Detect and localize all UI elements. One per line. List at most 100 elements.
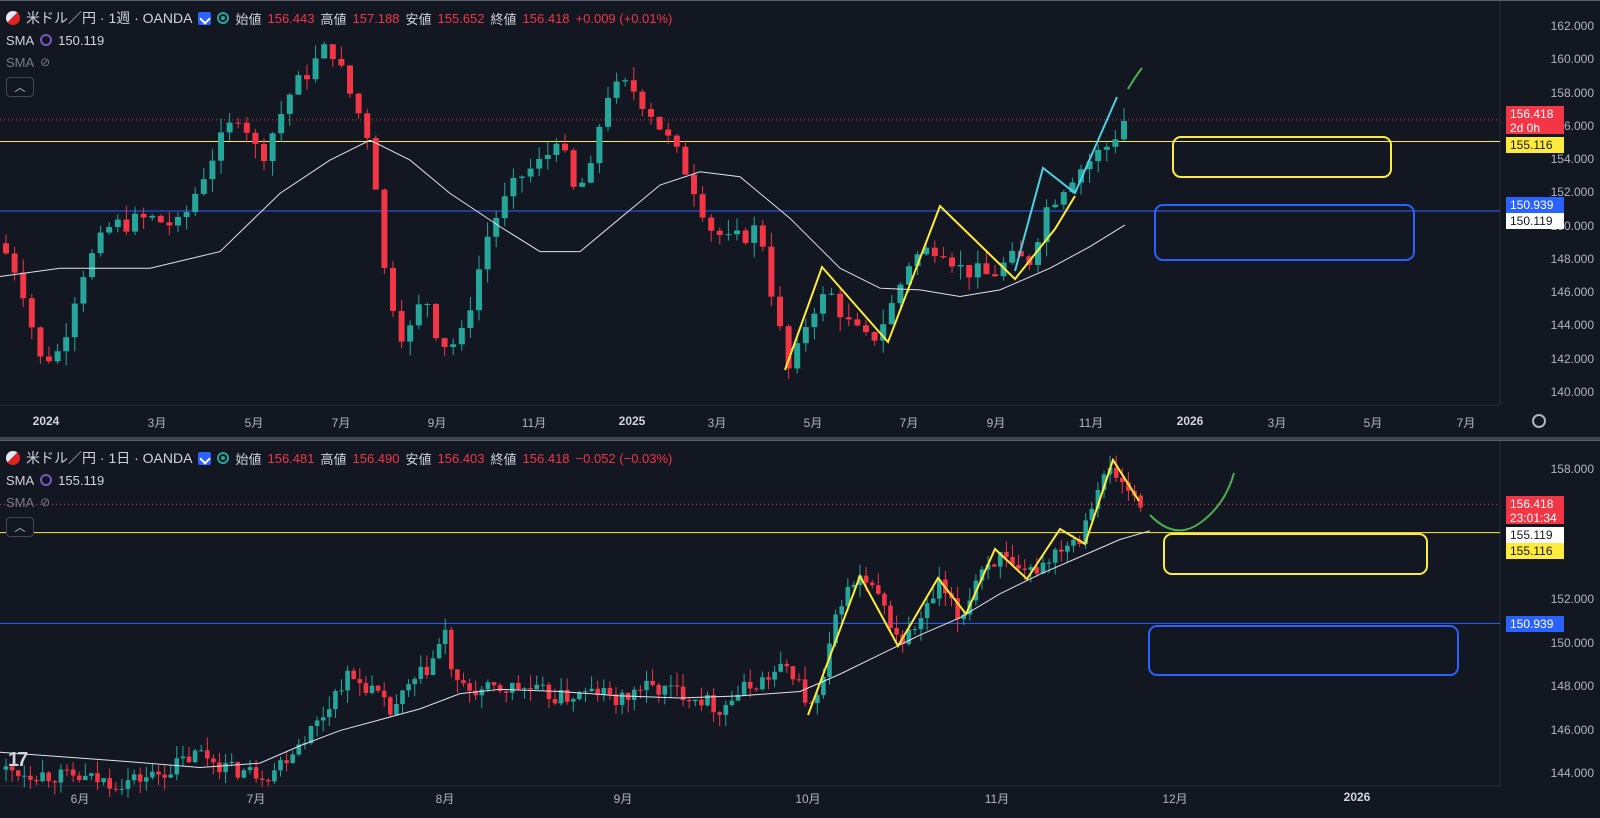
daily-chart-canvas[interactable] [0,441,1600,818]
data-ring-icon [217,12,230,24]
candle-body [605,97,611,127]
sma-value: 155.119 [58,472,105,488]
candle-body [235,122,242,124]
candle-body [546,684,552,700]
time-tick: 5月 [1363,416,1383,430]
candle-body [544,154,551,159]
candle-body [113,788,119,790]
candle-body [1040,562,1046,574]
candle-body [693,699,698,702]
candle-body [312,58,319,80]
change-value: −0.052 (−0.03%) [575,450,673,466]
candle-body [198,750,204,752]
candle-body [540,684,546,686]
chevron-up-icon: ︿ [14,82,26,94]
sma-label[interactable]: SMA [6,472,35,488]
candle-body [1060,192,1067,205]
candle-body [131,774,137,781]
candle-body [476,269,482,311]
high-label: 高値 [320,451,347,467]
candle-body [644,680,649,691]
candle-body [923,247,930,255]
candle-body [1095,149,1102,162]
candle-body [296,744,302,755]
candle-body [3,243,9,254]
candle-body [705,695,710,706]
candle-body [11,253,18,273]
candle-body [851,584,857,587]
candle-body [918,618,924,630]
candle-body [742,230,749,243]
candle-body [64,769,70,771]
check-badge-icon [198,451,212,465]
symbol-title[interactable]: 米ドル／円 · 1日 · OANDA [26,450,193,466]
eye-off-icon[interactable]: ⊘ [40,55,51,69]
candle-body [1043,207,1050,243]
candle-body [601,688,607,695]
tradingview-logo-icon[interactable]: 17 [8,749,28,771]
time-tick: 7月 [899,416,919,430]
candle-body [1052,549,1058,563]
candle-body [519,176,525,178]
candle-body [261,143,267,162]
yellow-line-badge: 155.116 [1506,543,1564,559]
candle-body [888,605,893,629]
candle-body [430,658,436,676]
candle-body [725,234,732,236]
pane-separator[interactable] [0,437,1600,440]
candle-body [247,767,253,771]
high-value: 157.188 [352,10,400,26]
gear-icon[interactable] [1532,414,1546,428]
candle-body [966,264,973,278]
candle-body [95,773,100,783]
open-value: 156.481 [267,450,315,466]
candle-body [449,629,454,670]
sma-label[interactable]: SMA [6,32,35,48]
candle-body [639,91,646,109]
collapse-legend-button[interactable]: ︿ [6,517,34,537]
candle-body [347,65,353,94]
low-value: 155.652 [437,10,485,26]
candle-body [587,163,594,183]
symbol-title[interactable]: 米ドル／円 · 1週 · OANDA [26,10,193,26]
open-label: 始値 [235,451,262,467]
candle-body [217,762,222,773]
candle-body [278,760,283,771]
close-label: 終値 [490,451,517,467]
eye-off-icon[interactable]: ⊘ [40,495,51,509]
high-label: 高値 [320,11,347,27]
candle-body [790,666,796,680]
candle-body [71,303,78,338]
candle-body [1016,564,1021,569]
sma-hidden-label[interactable]: SMA [6,54,35,70]
close-value: 156.418 [522,10,570,26]
candle-body [168,774,173,778]
sma-hidden-label[interactable]: SMA [6,494,35,510]
weekly-chart-canvas[interactable] [0,1,1600,439]
candle-body [1101,474,1107,491]
candle-body [553,143,560,155]
daily-chart-pane[interactable]: 米ドル／円 · 1日 · OANDA 始値 156.481 高値 156.490 安… [0,440,1600,818]
green-projection-drawing [1127,67,1143,90]
candle-body [107,778,112,789]
candle-body [304,75,310,80]
flag-icon [6,451,20,465]
candle-body [674,685,680,687]
price-tick: 152.000 [1550,592,1594,607]
candle-body [1120,477,1125,483]
collapse-legend-button[interactable]: ︿ [6,77,34,97]
sma-line [0,530,1151,768]
candle-body [20,272,27,299]
candle-body [510,177,517,197]
candle-body [381,690,387,698]
price-tick: 154.000 [1550,152,1594,167]
candle-body [1071,539,1076,546]
candle-body [686,700,692,702]
candle-body [784,663,790,667]
candle-body [741,681,747,695]
weekly-chart-pane[interactable]: 米ドル／円 · 1週 · OANDA 始値 156.443 高値 157.188 安… [0,0,1600,439]
candle-body [589,688,594,692]
candle-body [880,324,887,341]
time-tick: 3月 [147,416,167,430]
candle-body [381,189,388,268]
